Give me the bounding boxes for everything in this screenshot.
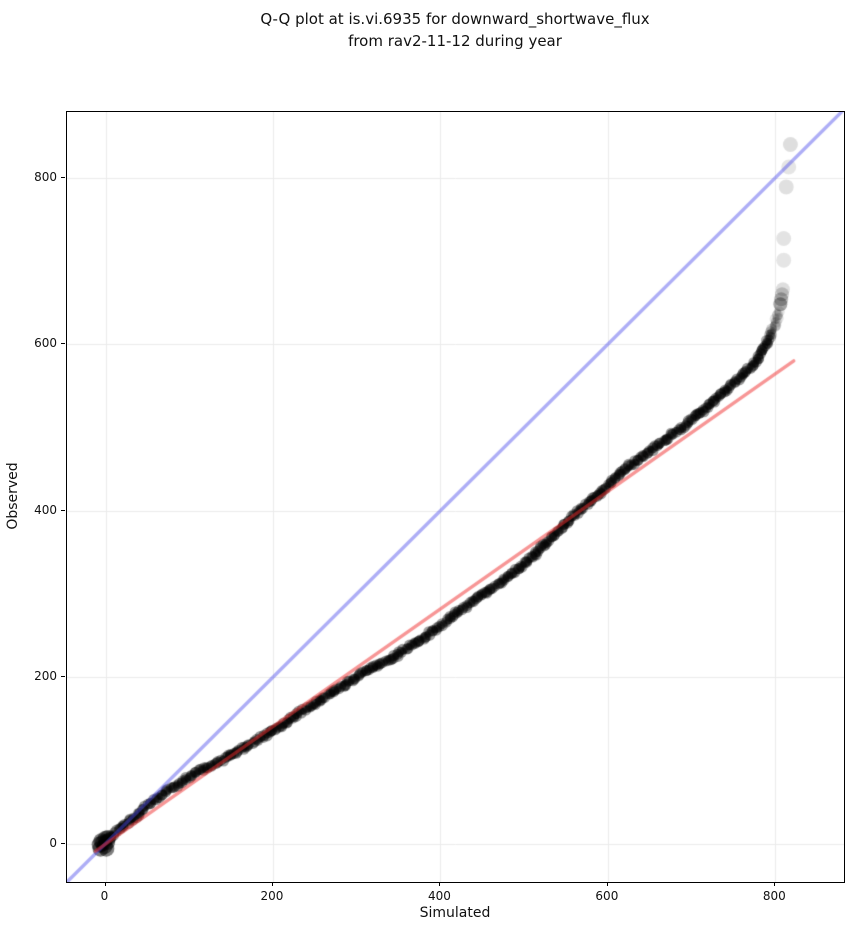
y-tick-mark xyxy=(61,676,65,678)
y-axis-label: Observed xyxy=(5,462,21,530)
x-tick-label: 800 xyxy=(762,889,786,903)
x-tick-label: 600 xyxy=(595,889,619,903)
chart-title: Q-Q plot at is.vi.6935 for downward_shor… xyxy=(66,8,844,52)
chart-title-line2: from rav2-11-12 during year xyxy=(348,32,562,50)
y-tick-mark xyxy=(61,176,65,178)
x-tick-mark xyxy=(774,882,776,886)
y-tick-label: 600 xyxy=(34,336,57,351)
y-tick-label: 200 xyxy=(34,669,57,684)
y-tick-mark xyxy=(61,509,65,511)
x-axis-label: Simulated xyxy=(419,905,491,921)
plot-area xyxy=(66,111,845,883)
y-tick-label: 0 xyxy=(49,835,57,850)
y-tick-mark xyxy=(61,842,65,844)
x-tick-label: 400 xyxy=(427,889,451,903)
y-tick-mark xyxy=(61,343,65,345)
chart-title-line1: Q-Q plot at is.vi.6935 for downward_shor… xyxy=(260,10,650,28)
x-tick-label: 0 xyxy=(100,889,109,903)
qq-scatter-canvas xyxy=(67,112,844,882)
y-tick-label: 800 xyxy=(34,169,57,184)
x-tick-label: 200 xyxy=(260,889,284,903)
x-tick-mark xyxy=(606,882,608,886)
x-tick-mark xyxy=(271,882,273,886)
y-tick-label: 400 xyxy=(34,502,57,517)
x-tick-mark xyxy=(439,882,441,886)
x-tick-mark xyxy=(104,882,106,886)
